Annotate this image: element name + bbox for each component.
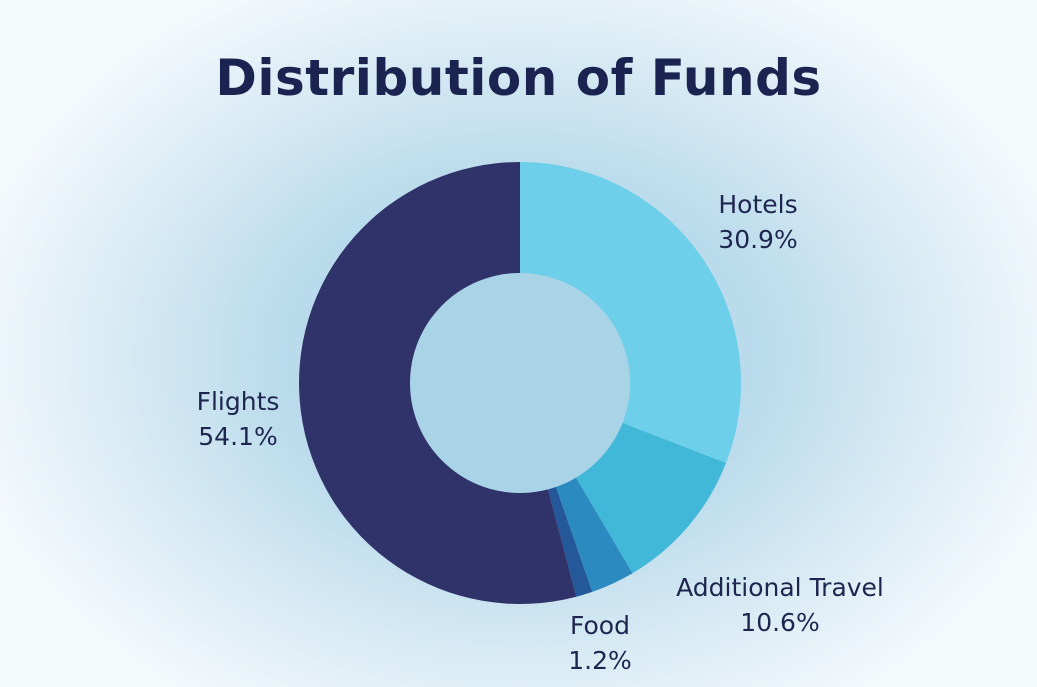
slice-value-text: 54.1% — [198, 422, 278, 451]
slice-label-hotels: Hotels 30.9% — [718, 187, 797, 257]
slice-label-additional-travel: Additional Travel 10.6% — [676, 570, 884, 640]
slice-label-text: Food — [570, 611, 630, 640]
slice-value-text: 30.9% — [718, 225, 798, 254]
slice-value-text: 10.6% — [740, 608, 820, 637]
slice-label-text: Hotels — [718, 190, 798, 219]
slice-label-text: Additional Travel — [676, 573, 884, 602]
slice-label-food: Food 1.2% — [568, 608, 632, 678]
slice-value-text: 1.2% — [568, 646, 632, 675]
chart-title: Distribution of Funds — [215, 49, 822, 107]
slice-label-flights: Flights 54.1% — [197, 384, 280, 454]
donut-hole — [410, 273, 630, 493]
slice-label-text: Flights — [196, 387, 280, 416]
